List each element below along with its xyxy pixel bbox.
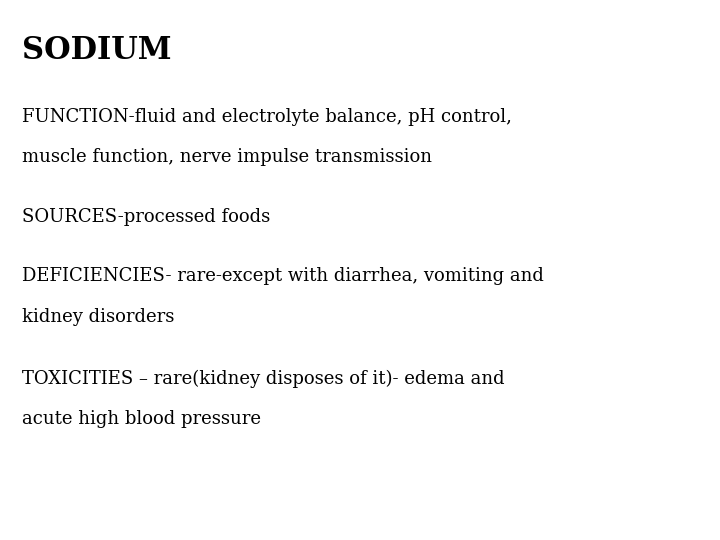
Text: muscle function, nerve impulse transmission: muscle function, nerve impulse transmiss… — [22, 148, 431, 166]
Text: SOURCES-processed foods: SOURCES-processed foods — [22, 208, 270, 226]
Text: TOXICITIES – rare(kidney disposes of it)- edema and: TOXICITIES – rare(kidney disposes of it)… — [22, 370, 504, 388]
Text: kidney disorders: kidney disorders — [22, 308, 174, 326]
Text: SODIUM: SODIUM — [22, 35, 171, 66]
Text: acute high blood pressure: acute high blood pressure — [22, 410, 261, 428]
Text: FUNCTION-fluid and electrolyte balance, pH control,: FUNCTION-fluid and electrolyte balance, … — [22, 108, 511, 126]
Text: DEFICIENCIES- rare-except with diarrhea, vomiting and: DEFICIENCIES- rare-except with diarrhea,… — [22, 267, 544, 285]
